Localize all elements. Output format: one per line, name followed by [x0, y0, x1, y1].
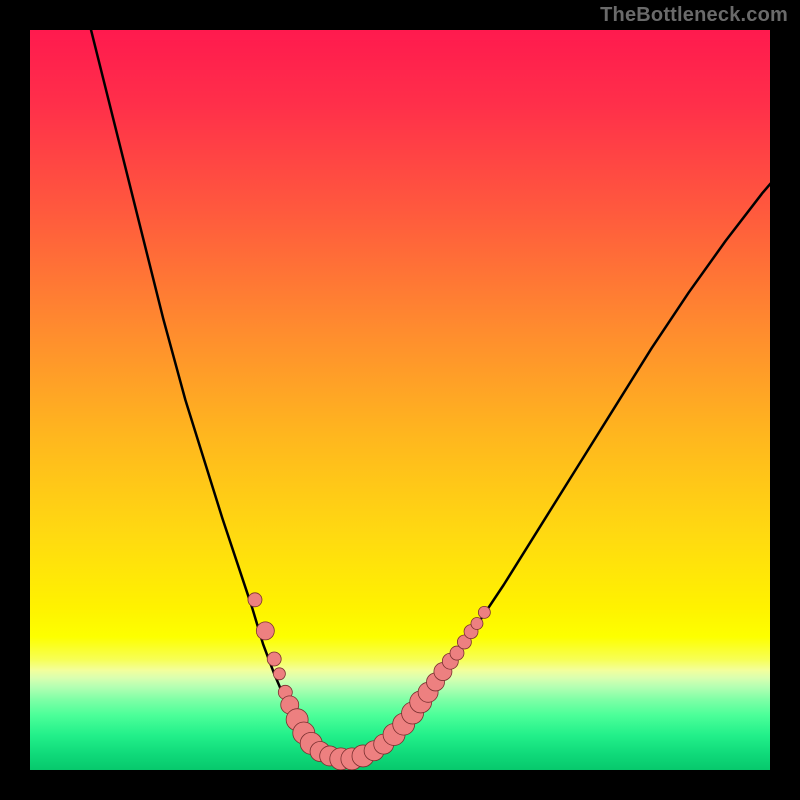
curve-marker: [248, 593, 262, 607]
curve-marker: [256, 622, 274, 640]
v-curve: [86, 30, 771, 758]
watermark-label: TheBottleneck.com: [600, 4, 788, 27]
curve-marker: [267, 652, 281, 666]
curve-marker: [478, 606, 490, 618]
curve-marker: [273, 668, 285, 680]
curve-layer: [30, 30, 770, 770]
plot-area: [30, 30, 770, 770]
marker-group: [248, 593, 490, 770]
curve-marker: [471, 617, 483, 629]
outer-frame: TheBottleneck.com: [0, 0, 800, 800]
